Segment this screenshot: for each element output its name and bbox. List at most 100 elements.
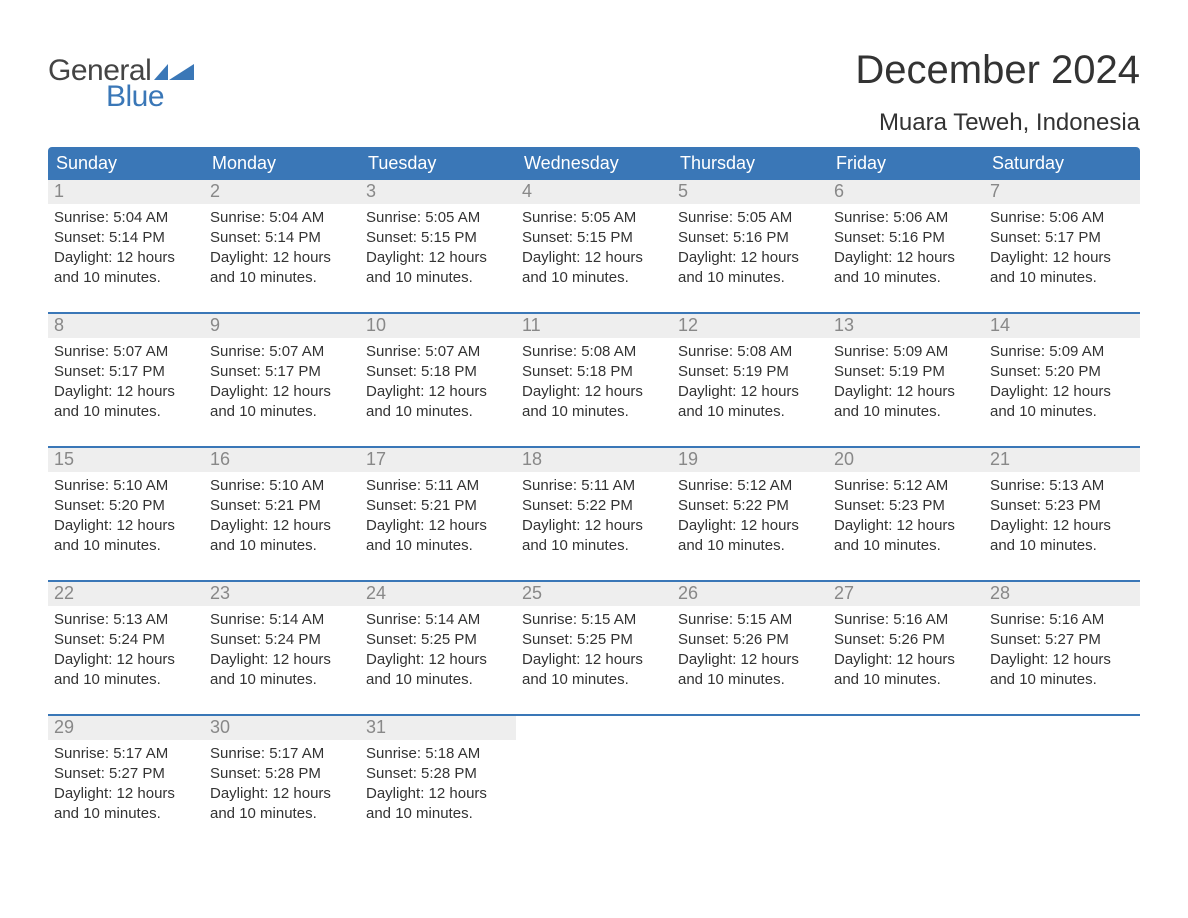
calendar-day-cell: 20Sunrise: 5:12 AMSunset: 5:23 PMDayligh… xyxy=(828,448,984,566)
calendar-week-row: 15Sunrise: 5:10 AMSunset: 5:20 PMDayligh… xyxy=(48,446,1140,566)
sunrise-text: Sunrise: 5:13 AM xyxy=(54,610,198,630)
location-subtitle: Muara Teweh, Indonesia xyxy=(855,109,1140,137)
daylight-text: Daylight: 12 hours and 10 minutes. xyxy=(678,248,822,289)
sunrise-text: Sunrise: 5:07 AM xyxy=(210,342,354,362)
sunrise-text: Sunrise: 5:11 AM xyxy=(366,476,510,496)
day-number: 22 xyxy=(48,582,204,606)
day-body: Sunrise: 5:14 AMSunset: 5:24 PMDaylight:… xyxy=(204,606,360,695)
daylight-text: Daylight: 12 hours and 10 minutes. xyxy=(54,248,198,289)
daylight-text: Daylight: 12 hours and 10 minutes. xyxy=(210,650,354,691)
sunset-text: Sunset: 5:15 PM xyxy=(522,228,666,248)
sunset-text: Sunset: 5:24 PM xyxy=(54,630,198,650)
sunset-text: Sunset: 5:15 PM xyxy=(366,228,510,248)
sunrise-text: Sunrise: 5:14 AM xyxy=(366,610,510,630)
calendar-day-cell: 2Sunrise: 5:04 AMSunset: 5:14 PMDaylight… xyxy=(204,180,360,298)
calendar-header-cell: Sunday xyxy=(48,147,204,180)
calendar-day-cell: 11Sunrise: 5:08 AMSunset: 5:18 PMDayligh… xyxy=(516,314,672,432)
sunset-text: Sunset: 5:14 PM xyxy=(210,228,354,248)
daylight-text: Daylight: 12 hours and 10 minutes. xyxy=(990,516,1134,557)
day-body: Sunrise: 5:15 AMSunset: 5:25 PMDaylight:… xyxy=(516,606,672,695)
daylight-text: Daylight: 12 hours and 10 minutes. xyxy=(522,516,666,557)
day-number: 31 xyxy=(360,716,516,740)
day-number: 14 xyxy=(984,314,1140,338)
sunrise-text: Sunrise: 5:09 AM xyxy=(834,342,978,362)
sunrise-text: Sunrise: 5:15 AM xyxy=(522,610,666,630)
sunset-text: Sunset: 5:17 PM xyxy=(54,362,198,382)
calendar-header-row: SundayMondayTuesdayWednesdayThursdayFrid… xyxy=(48,147,1140,180)
daylight-text: Daylight: 12 hours and 10 minutes. xyxy=(990,248,1134,289)
daylight-text: Daylight: 12 hours and 10 minutes. xyxy=(54,784,198,825)
sunrise-text: Sunrise: 5:04 AM xyxy=(210,208,354,228)
day-number: 18 xyxy=(516,448,672,472)
day-body: Sunrise: 5:09 AMSunset: 5:19 PMDaylight:… xyxy=(828,338,984,427)
calendar-day-cell: 5Sunrise: 5:05 AMSunset: 5:16 PMDaylight… xyxy=(672,180,828,298)
day-number: 11 xyxy=(516,314,672,338)
day-body: Sunrise: 5:10 AMSunset: 5:20 PMDaylight:… xyxy=(48,472,204,561)
calendar-day-cell: 15Sunrise: 5:10 AMSunset: 5:20 PMDayligh… xyxy=(48,448,204,566)
sunrise-text: Sunrise: 5:12 AM xyxy=(834,476,978,496)
day-body: Sunrise: 5:11 AMSunset: 5:22 PMDaylight:… xyxy=(516,472,672,561)
daylight-text: Daylight: 12 hours and 10 minutes. xyxy=(522,650,666,691)
daylight-text: Daylight: 12 hours and 10 minutes. xyxy=(366,248,510,289)
sunset-text: Sunset: 5:22 PM xyxy=(678,496,822,516)
day-body: Sunrise: 5:16 AMSunset: 5:27 PMDaylight:… xyxy=(984,606,1140,695)
sunset-text: Sunset: 5:26 PM xyxy=(834,630,978,650)
day-number: 6 xyxy=(828,180,984,204)
daylight-text: Daylight: 12 hours and 10 minutes. xyxy=(54,382,198,423)
day-body: Sunrise: 5:08 AMSunset: 5:19 PMDaylight:… xyxy=(672,338,828,427)
sunrise-text: Sunrise: 5:16 AM xyxy=(834,610,978,630)
day-body: Sunrise: 5:08 AMSunset: 5:18 PMDaylight:… xyxy=(516,338,672,427)
calendar-day-cell: 19Sunrise: 5:12 AMSunset: 5:22 PMDayligh… xyxy=(672,448,828,566)
daylight-text: Daylight: 12 hours and 10 minutes. xyxy=(834,248,978,289)
day-body: Sunrise: 5:04 AMSunset: 5:14 PMDaylight:… xyxy=(204,204,360,293)
day-body: Sunrise: 5:17 AMSunset: 5:28 PMDaylight:… xyxy=(204,740,360,829)
calendar-day-cell: 9Sunrise: 5:07 AMSunset: 5:17 PMDaylight… xyxy=(204,314,360,432)
sunrise-text: Sunrise: 5:04 AM xyxy=(54,208,198,228)
daylight-text: Daylight: 12 hours and 10 minutes. xyxy=(990,382,1134,423)
sunrise-text: Sunrise: 5:08 AM xyxy=(522,342,666,362)
day-number: 27 xyxy=(828,582,984,606)
day-number: 15 xyxy=(48,448,204,472)
sunset-text: Sunset: 5:21 PM xyxy=(210,496,354,516)
calendar-day-cell: 6Sunrise: 5:06 AMSunset: 5:16 PMDaylight… xyxy=(828,180,984,298)
calendar-day-cell: 7Sunrise: 5:06 AMSunset: 5:17 PMDaylight… xyxy=(984,180,1140,298)
day-number: 8 xyxy=(48,314,204,338)
sunset-text: Sunset: 5:25 PM xyxy=(522,630,666,650)
calendar-day-cell: 24Sunrise: 5:14 AMSunset: 5:25 PMDayligh… xyxy=(360,582,516,700)
sunrise-text: Sunrise: 5:09 AM xyxy=(990,342,1134,362)
daylight-text: Daylight: 12 hours and 10 minutes. xyxy=(678,516,822,557)
day-body: Sunrise: 5:06 AMSunset: 5:17 PMDaylight:… xyxy=(984,204,1140,293)
day-body: Sunrise: 5:11 AMSunset: 5:21 PMDaylight:… xyxy=(360,472,516,561)
day-number: 7 xyxy=(984,180,1140,204)
daylight-text: Daylight: 12 hours and 10 minutes. xyxy=(834,650,978,691)
calendar: SundayMondayTuesdayWednesdayThursdayFrid… xyxy=(48,147,1140,834)
daylight-text: Daylight: 12 hours and 10 minutes. xyxy=(54,516,198,557)
sunset-text: Sunset: 5:28 PM xyxy=(210,764,354,784)
sunrise-text: Sunrise: 5:05 AM xyxy=(366,208,510,228)
daylight-text: Daylight: 12 hours and 10 minutes. xyxy=(522,382,666,423)
calendar-day-cell: 26Sunrise: 5:15 AMSunset: 5:26 PMDayligh… xyxy=(672,582,828,700)
calendar-day-cell: 13Sunrise: 5:09 AMSunset: 5:19 PMDayligh… xyxy=(828,314,984,432)
calendar-header-cell: Friday xyxy=(828,147,984,180)
sunset-text: Sunset: 5:27 PM xyxy=(54,764,198,784)
day-number: 21 xyxy=(984,448,1140,472)
day-body: Sunrise: 5:13 AMSunset: 5:23 PMDaylight:… xyxy=(984,472,1140,561)
day-number: 24 xyxy=(360,582,516,606)
daylight-text: Daylight: 12 hours and 10 minutes. xyxy=(834,516,978,557)
sunset-text: Sunset: 5:16 PM xyxy=(678,228,822,248)
sunset-text: Sunset: 5:18 PM xyxy=(366,362,510,382)
calendar-week-row: 8Sunrise: 5:07 AMSunset: 5:17 PMDaylight… xyxy=(48,312,1140,432)
sunset-text: Sunset: 5:14 PM xyxy=(54,228,198,248)
calendar-day-cell: 14Sunrise: 5:09 AMSunset: 5:20 PMDayligh… xyxy=(984,314,1140,432)
calendar-day-cell: 16Sunrise: 5:10 AMSunset: 5:21 PMDayligh… xyxy=(204,448,360,566)
day-number: 5 xyxy=(672,180,828,204)
sunset-text: Sunset: 5:18 PM xyxy=(522,362,666,382)
sunrise-text: Sunrise: 5:12 AM xyxy=(678,476,822,496)
calendar-week-row: 29Sunrise: 5:17 AMSunset: 5:27 PMDayligh… xyxy=(48,714,1140,834)
day-body: Sunrise: 5:06 AMSunset: 5:16 PMDaylight:… xyxy=(828,204,984,293)
sunset-text: Sunset: 5:19 PM xyxy=(834,362,978,382)
calendar-day-cell: 17Sunrise: 5:11 AMSunset: 5:21 PMDayligh… xyxy=(360,448,516,566)
day-body: Sunrise: 5:10 AMSunset: 5:21 PMDaylight:… xyxy=(204,472,360,561)
sunrise-text: Sunrise: 5:14 AM xyxy=(210,610,354,630)
day-body: Sunrise: 5:07 AMSunset: 5:17 PMDaylight:… xyxy=(48,338,204,427)
